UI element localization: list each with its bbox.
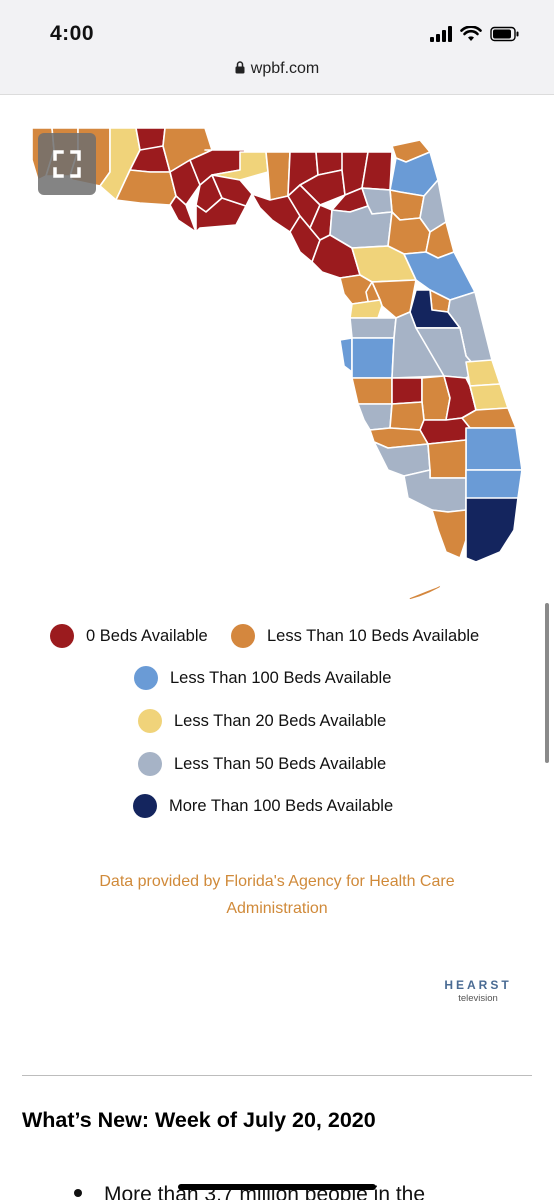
county-hardee <box>391 377 423 405</box>
legend-label: Less Than 20 Beds Available <box>174 711 387 730</box>
florida-beds-map[interactable] <box>0 95 554 610</box>
legend-label: Less Than 10 Beds Available <box>267 626 480 645</box>
county-manatee <box>351 377 393 405</box>
legend-item-lt10-beds: Less Than 10 Beds Available <box>231 624 479 648</box>
county-hendry <box>427 439 467 479</box>
county-calhoun <box>169 159 201 206</box>
county-st-lucie <box>469 383 509 411</box>
hearst-logo-sub: television <box>458 993 498 1004</box>
legend-label: More Than 100 Beds Available <box>169 796 394 815</box>
legend-item-0-beds: 0 Beds Available <box>50 624 208 648</box>
legend-item-lt50-beds: Less Than 50 Beds Available <box>138 752 386 776</box>
legend-swatch-gt100-beds <box>133 794 157 818</box>
county-lee <box>373 441 431 477</box>
county-palm-beach <box>465 427 523 471</box>
status-time: 4:00 <box>50 22 95 45</box>
florida-keys <box>407 583 443 601</box>
legend-label: Less Than 50 Beds Available <box>174 754 387 773</box>
scrollbar[interactable] <box>545 603 549 763</box>
legend-item-gt100-beds: More Than 100 Beds Available <box>133 794 393 818</box>
home-indicator[interactable] <box>178 1184 376 1190</box>
data-credit-line-2: Administration <box>226 900 328 917</box>
county-desoto <box>389 401 425 431</box>
legend-swatch-lt50-beds <box>138 752 162 776</box>
section-divider <box>22 1075 532 1076</box>
county-sarasota <box>357 403 393 431</box>
hearst-logo-brand: HEARST <box>444 978 512 992</box>
url-bar[interactable]: wpbf.com <box>0 60 554 78</box>
county-broward <box>465 469 523 501</box>
bullet-dot <box>74 1189 82 1197</box>
county-miami-dade <box>465 497 519 563</box>
legend-label: Less Than 100 Beds Available <box>170 668 392 687</box>
county-monroe <box>431 509 467 559</box>
legend-item-lt20-beds: Less Than 20 Beds Available <box>138 709 386 733</box>
legend-swatch-lt100-beds <box>134 666 158 690</box>
fullscreen-button[interactable] <box>38 133 96 195</box>
county-baker <box>361 151 393 191</box>
legend-label: 0 Beds Available <box>86 626 208 645</box>
county-hernando <box>349 299 383 319</box>
county-gulf <box>169 195 197 233</box>
expand-icon <box>53 150 81 178</box>
status-icons <box>430 26 520 42</box>
signal-icon <box>430 26 452 42</box>
battery-icon <box>490 26 519 42</box>
wifi-icon <box>460 26 482 41</box>
county-pinellas <box>339 337 353 373</box>
legend-swatch-0-beds <box>50 624 74 648</box>
county-pasco <box>349 317 397 339</box>
article-heading: What’s New: Week of July 20, 2020 <box>22 1108 376 1132</box>
data-credit: Data provided by Florida's Agency for He… <box>0 868 554 922</box>
hearst-television-logo: HEARST television <box>438 978 518 1004</box>
county-indian-river <box>465 359 501 387</box>
lock-icon <box>235 61 245 74</box>
legend-swatch-lt10-beds <box>231 624 255 648</box>
data-credit-line-1: Data provided by Florida's Agency for He… <box>99 873 455 890</box>
url-text: wpbf.com <box>250 60 320 77</box>
county-wakulla <box>211 174 253 207</box>
county-hillsborough <box>351 337 395 379</box>
legend-swatch-lt20-beds <box>138 709 162 733</box>
county-franklin <box>195 197 247 233</box>
legend-item-lt100-beds: Less Than 100 Beds Available <box>134 666 391 690</box>
county-jefferson <box>265 151 291 201</box>
browser-top-bar: 4:00 wpbf.com <box>0 0 554 95</box>
